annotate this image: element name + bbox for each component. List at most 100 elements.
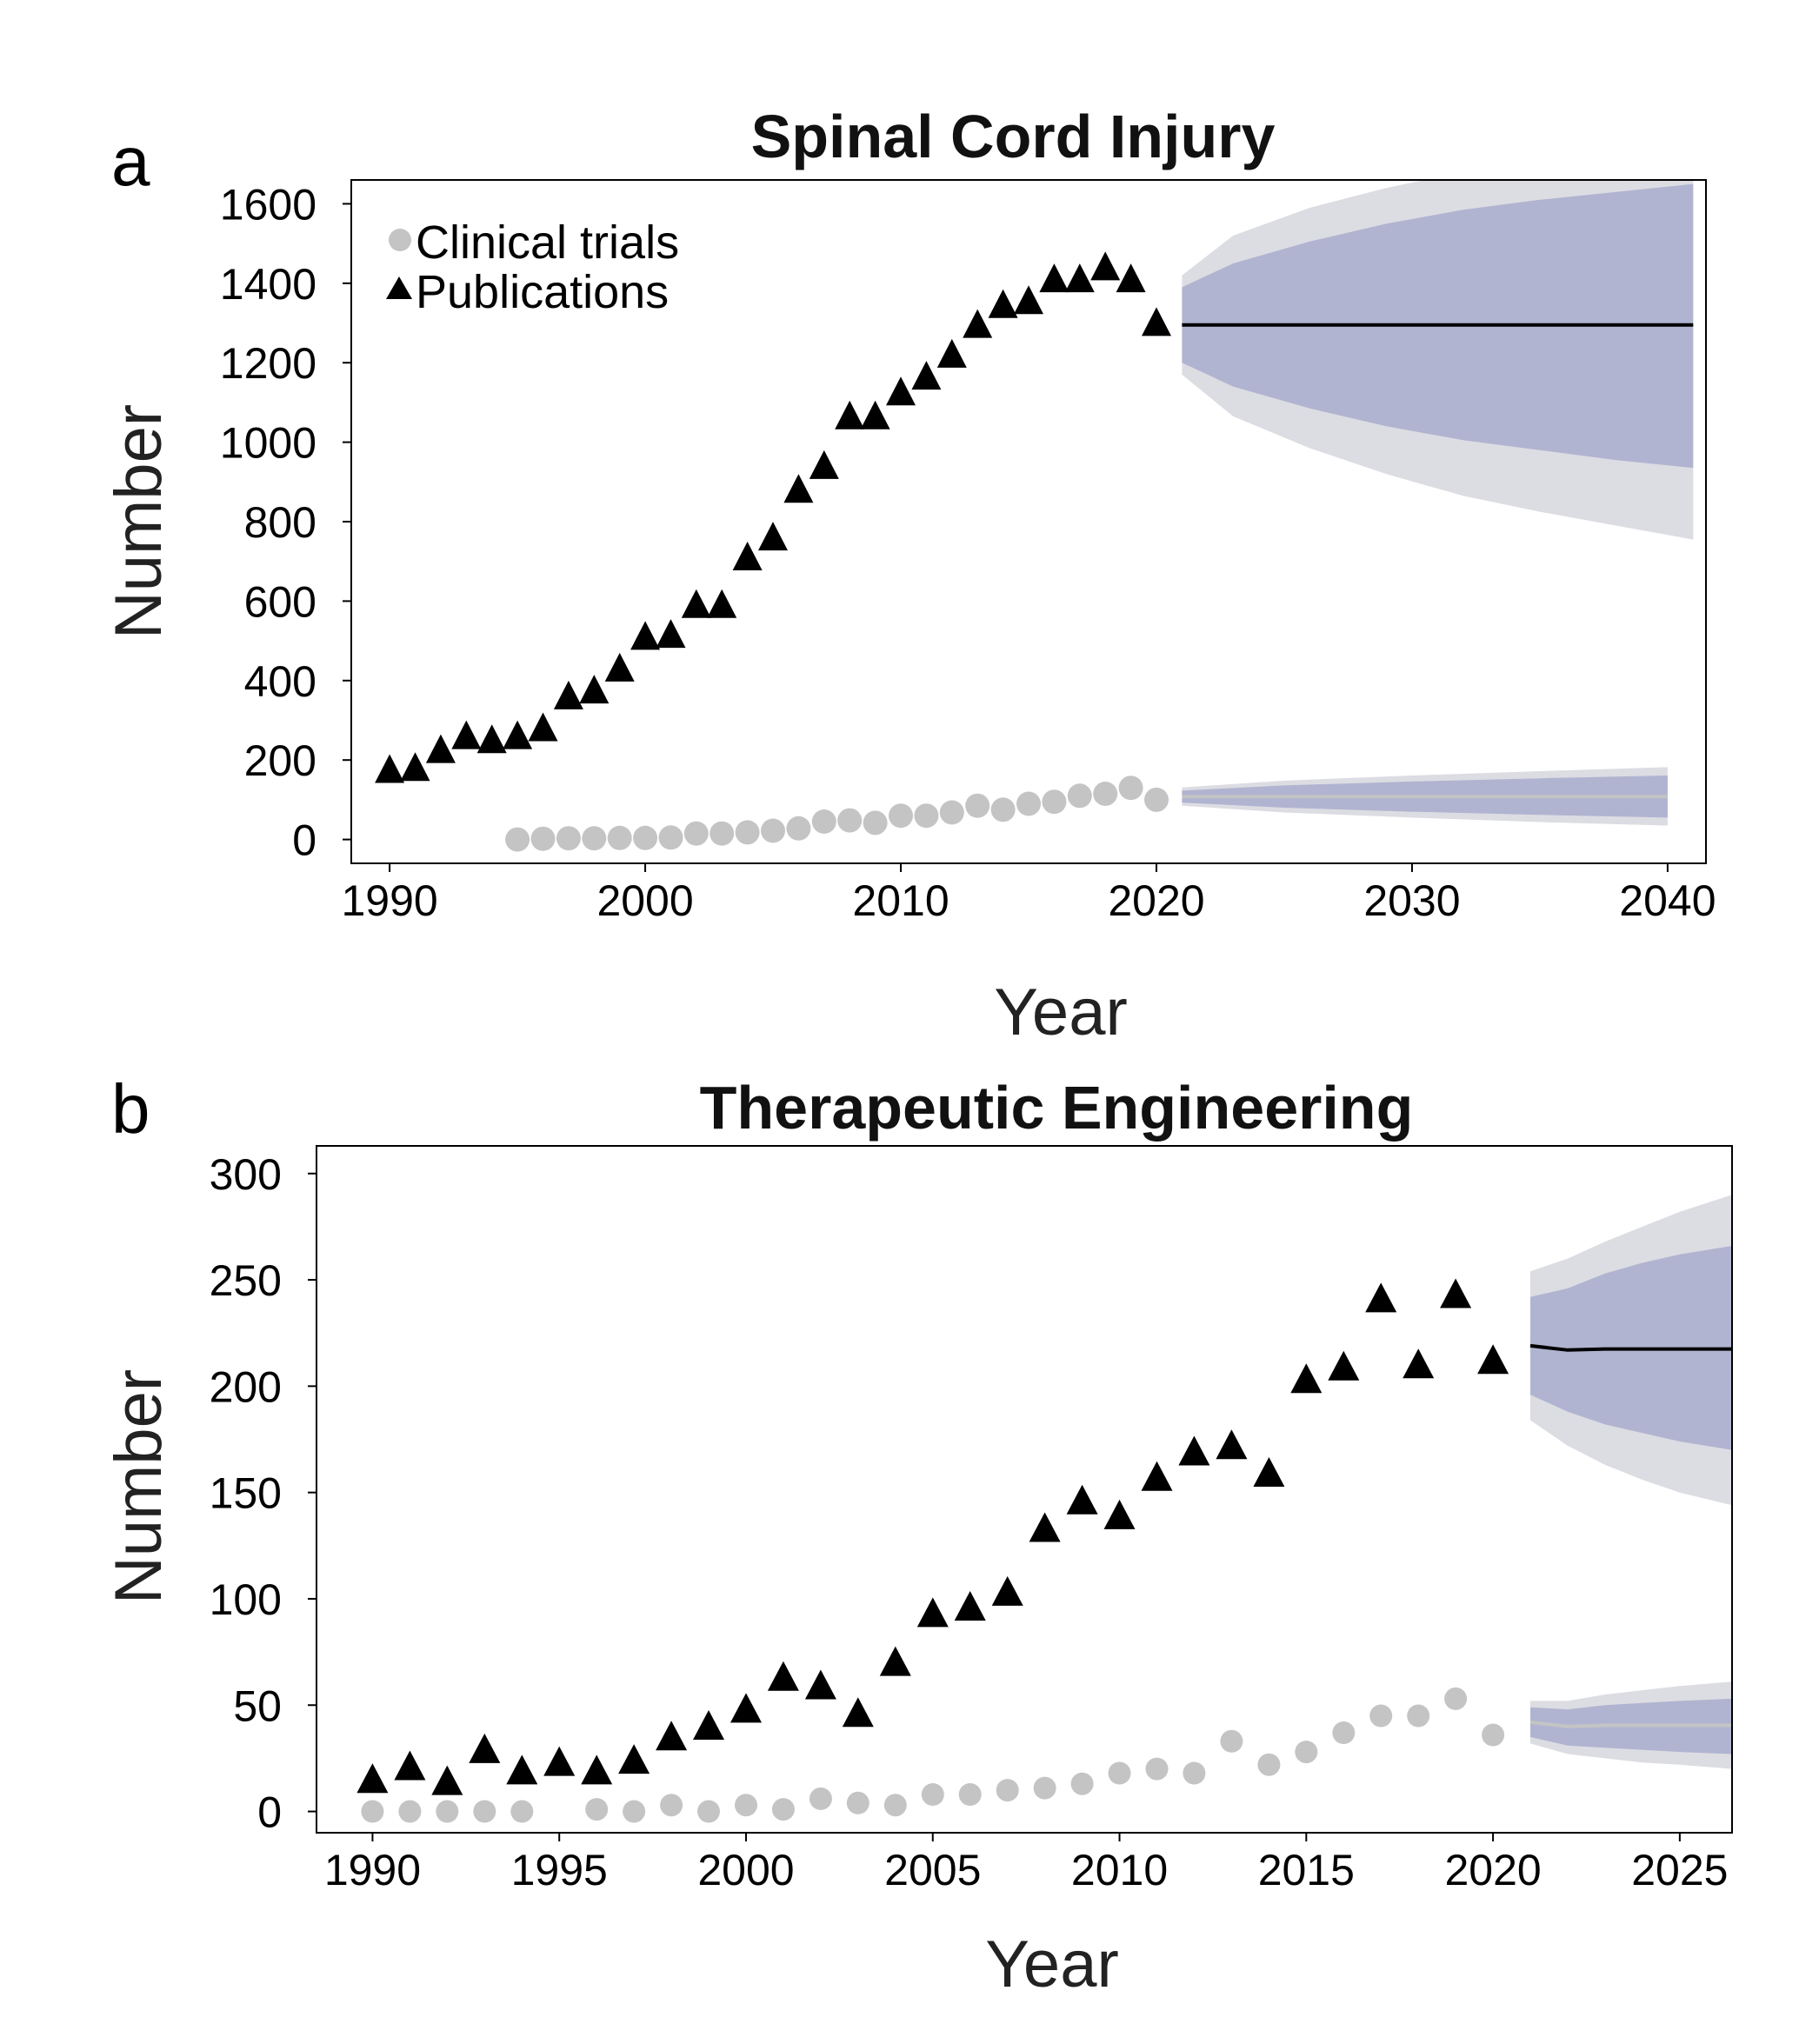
clinical-trials-point	[556, 826, 581, 851]
x-tick-label: 1990	[324, 1846, 421, 1894]
publications-point	[1403, 1348, 1435, 1379]
publications-point	[394, 1750, 426, 1781]
clinical-trials-point	[1145, 1757, 1169, 1781]
clinical-trials-point	[361, 1800, 384, 1823]
clinical-trials-point	[658, 825, 683, 850]
clinical-trials-point	[1257, 1753, 1281, 1776]
publications-point	[1216, 1429, 1248, 1460]
chart-title-a: Spinal Cord Injury	[751, 103, 1276, 170]
clinical-trials-point	[683, 821, 709, 846]
plot-frame-b	[316, 1145, 1733, 1834]
publications-point	[1477, 1344, 1509, 1375]
clinical-trials-point	[1482, 1723, 1505, 1747]
publications-point	[988, 289, 1018, 318]
y-tick-label: 400	[244, 657, 316, 706]
x-tick-label: 2010	[852, 876, 949, 925]
publications-point	[693, 1710, 724, 1740]
clinical-trials-point	[996, 1779, 1019, 1802]
publications-point	[1014, 285, 1043, 315]
publications-point	[506, 1754, 538, 1785]
clinical-trials-point	[623, 1800, 646, 1823]
x-tick-label: 2020	[1108, 876, 1204, 925]
clinical-trials-point	[914, 803, 939, 829]
clinical-trials-point	[530, 826, 556, 851]
clinical-trials-point	[436, 1800, 459, 1823]
x-ticks-a: 1990 2000 2010 2020 2030 2040	[341, 863, 1716, 925]
publications-point	[1253, 1457, 1285, 1487]
x-tick-label: 2020	[1444, 1846, 1541, 1894]
y-tick-label: 50	[233, 1681, 282, 1730]
clinical-trials-point	[921, 1783, 944, 1806]
clinical-trials-point	[735, 1794, 757, 1817]
clinical-trials-point	[1295, 1741, 1318, 1764]
clinical-trials-point	[965, 793, 990, 818]
data-points-b	[356, 1278, 1509, 1823]
clinical-trials-point	[1183, 1761, 1206, 1785]
publications-point	[1064, 263, 1095, 293]
clinical-trials-point	[1093, 782, 1118, 806]
y-tick-label: 200	[244, 736, 316, 785]
publications-point	[767, 1661, 799, 1691]
publications-point	[1066, 1484, 1098, 1515]
clinical-trials-point	[607, 825, 632, 850]
legend-label-clinical-trials: Clinical trials	[416, 216, 679, 269]
forecast-bands-a	[1182, 180, 1694, 826]
publications-point	[804, 1669, 836, 1700]
publications-point	[425, 734, 456, 763]
publications-point	[842, 1697, 874, 1728]
publications-point	[604, 652, 635, 682]
clinical-trials-point	[883, 1794, 907, 1817]
publications-point	[1116, 263, 1146, 293]
publications-point	[656, 1721, 688, 1751]
clinical-trials-point	[1407, 1704, 1430, 1728]
publications-point	[1290, 1363, 1323, 1394]
publications-point	[936, 338, 967, 368]
publications-point	[730, 1693, 762, 1723]
clinical-trials-point	[846, 1791, 870, 1814]
clinical-trials-point	[697, 1800, 720, 1823]
clinical-trials-point	[1067, 783, 1092, 809]
publications-point	[954, 1591, 986, 1621]
y-axis-label-b: Number	[102, 1369, 176, 1604]
publications-point	[911, 361, 942, 390]
clinical-trials-point	[863, 810, 888, 836]
y-tick-label: 250	[210, 1256, 282, 1305]
x-tick-label: 1990	[341, 876, 437, 925]
clinical-trials-point	[710, 821, 735, 846]
publications-point	[431, 1765, 463, 1795]
publications-point	[1328, 1350, 1360, 1381]
publications-point	[860, 400, 890, 429]
publications-point	[835, 400, 865, 429]
y-ticks-a: 0 200 400 600 800 1000 1200 1400 1600	[220, 180, 351, 865]
forecast-mean-line	[1529, 1720, 1732, 1728]
panel-spinal-cord-injury: a Spinal Cord Injury 1990 2000 2010 2020 203…	[102, 103, 1716, 1049]
x-tick-label: 2000	[697, 1846, 794, 1894]
x-tick-label: 2040	[1619, 876, 1716, 925]
y-axis-label-a: Number	[102, 404, 176, 639]
publications-point	[681, 589, 711, 618]
y-tick-label: 1400	[220, 260, 316, 309]
publications-point	[916, 1597, 949, 1628]
clinical-trials-point	[1016, 791, 1041, 816]
panel-label-a: a	[111, 123, 150, 200]
legend-marker-publications	[386, 276, 412, 299]
y-tick-label: 600	[244, 577, 316, 626]
publications-point	[469, 1733, 501, 1763]
clinical-trials-point	[771, 1798, 795, 1821]
clinical-trials-point	[1220, 1729, 1243, 1753]
publications-point	[1141, 1461, 1173, 1491]
x-axis-label-a: Year	[994, 975, 1128, 1049]
publications-point	[375, 754, 405, 783]
publications-point	[758, 522, 788, 551]
clinical-trials-point	[582, 826, 607, 851]
y-tick-label: 1600	[220, 180, 316, 229]
x-tick-label: 2010	[1071, 1846, 1168, 1894]
clinical-trials-point	[1042, 789, 1067, 815]
publications-point	[1178, 1435, 1210, 1466]
publications-point	[1142, 307, 1171, 336]
clinical-trials-point	[958, 1783, 982, 1806]
publications-point	[528, 712, 558, 742]
panel-label-b: b	[111, 1070, 150, 1148]
y-tick-label: 1200	[220, 339, 316, 388]
clinical-trials-point	[585, 1798, 609, 1821]
